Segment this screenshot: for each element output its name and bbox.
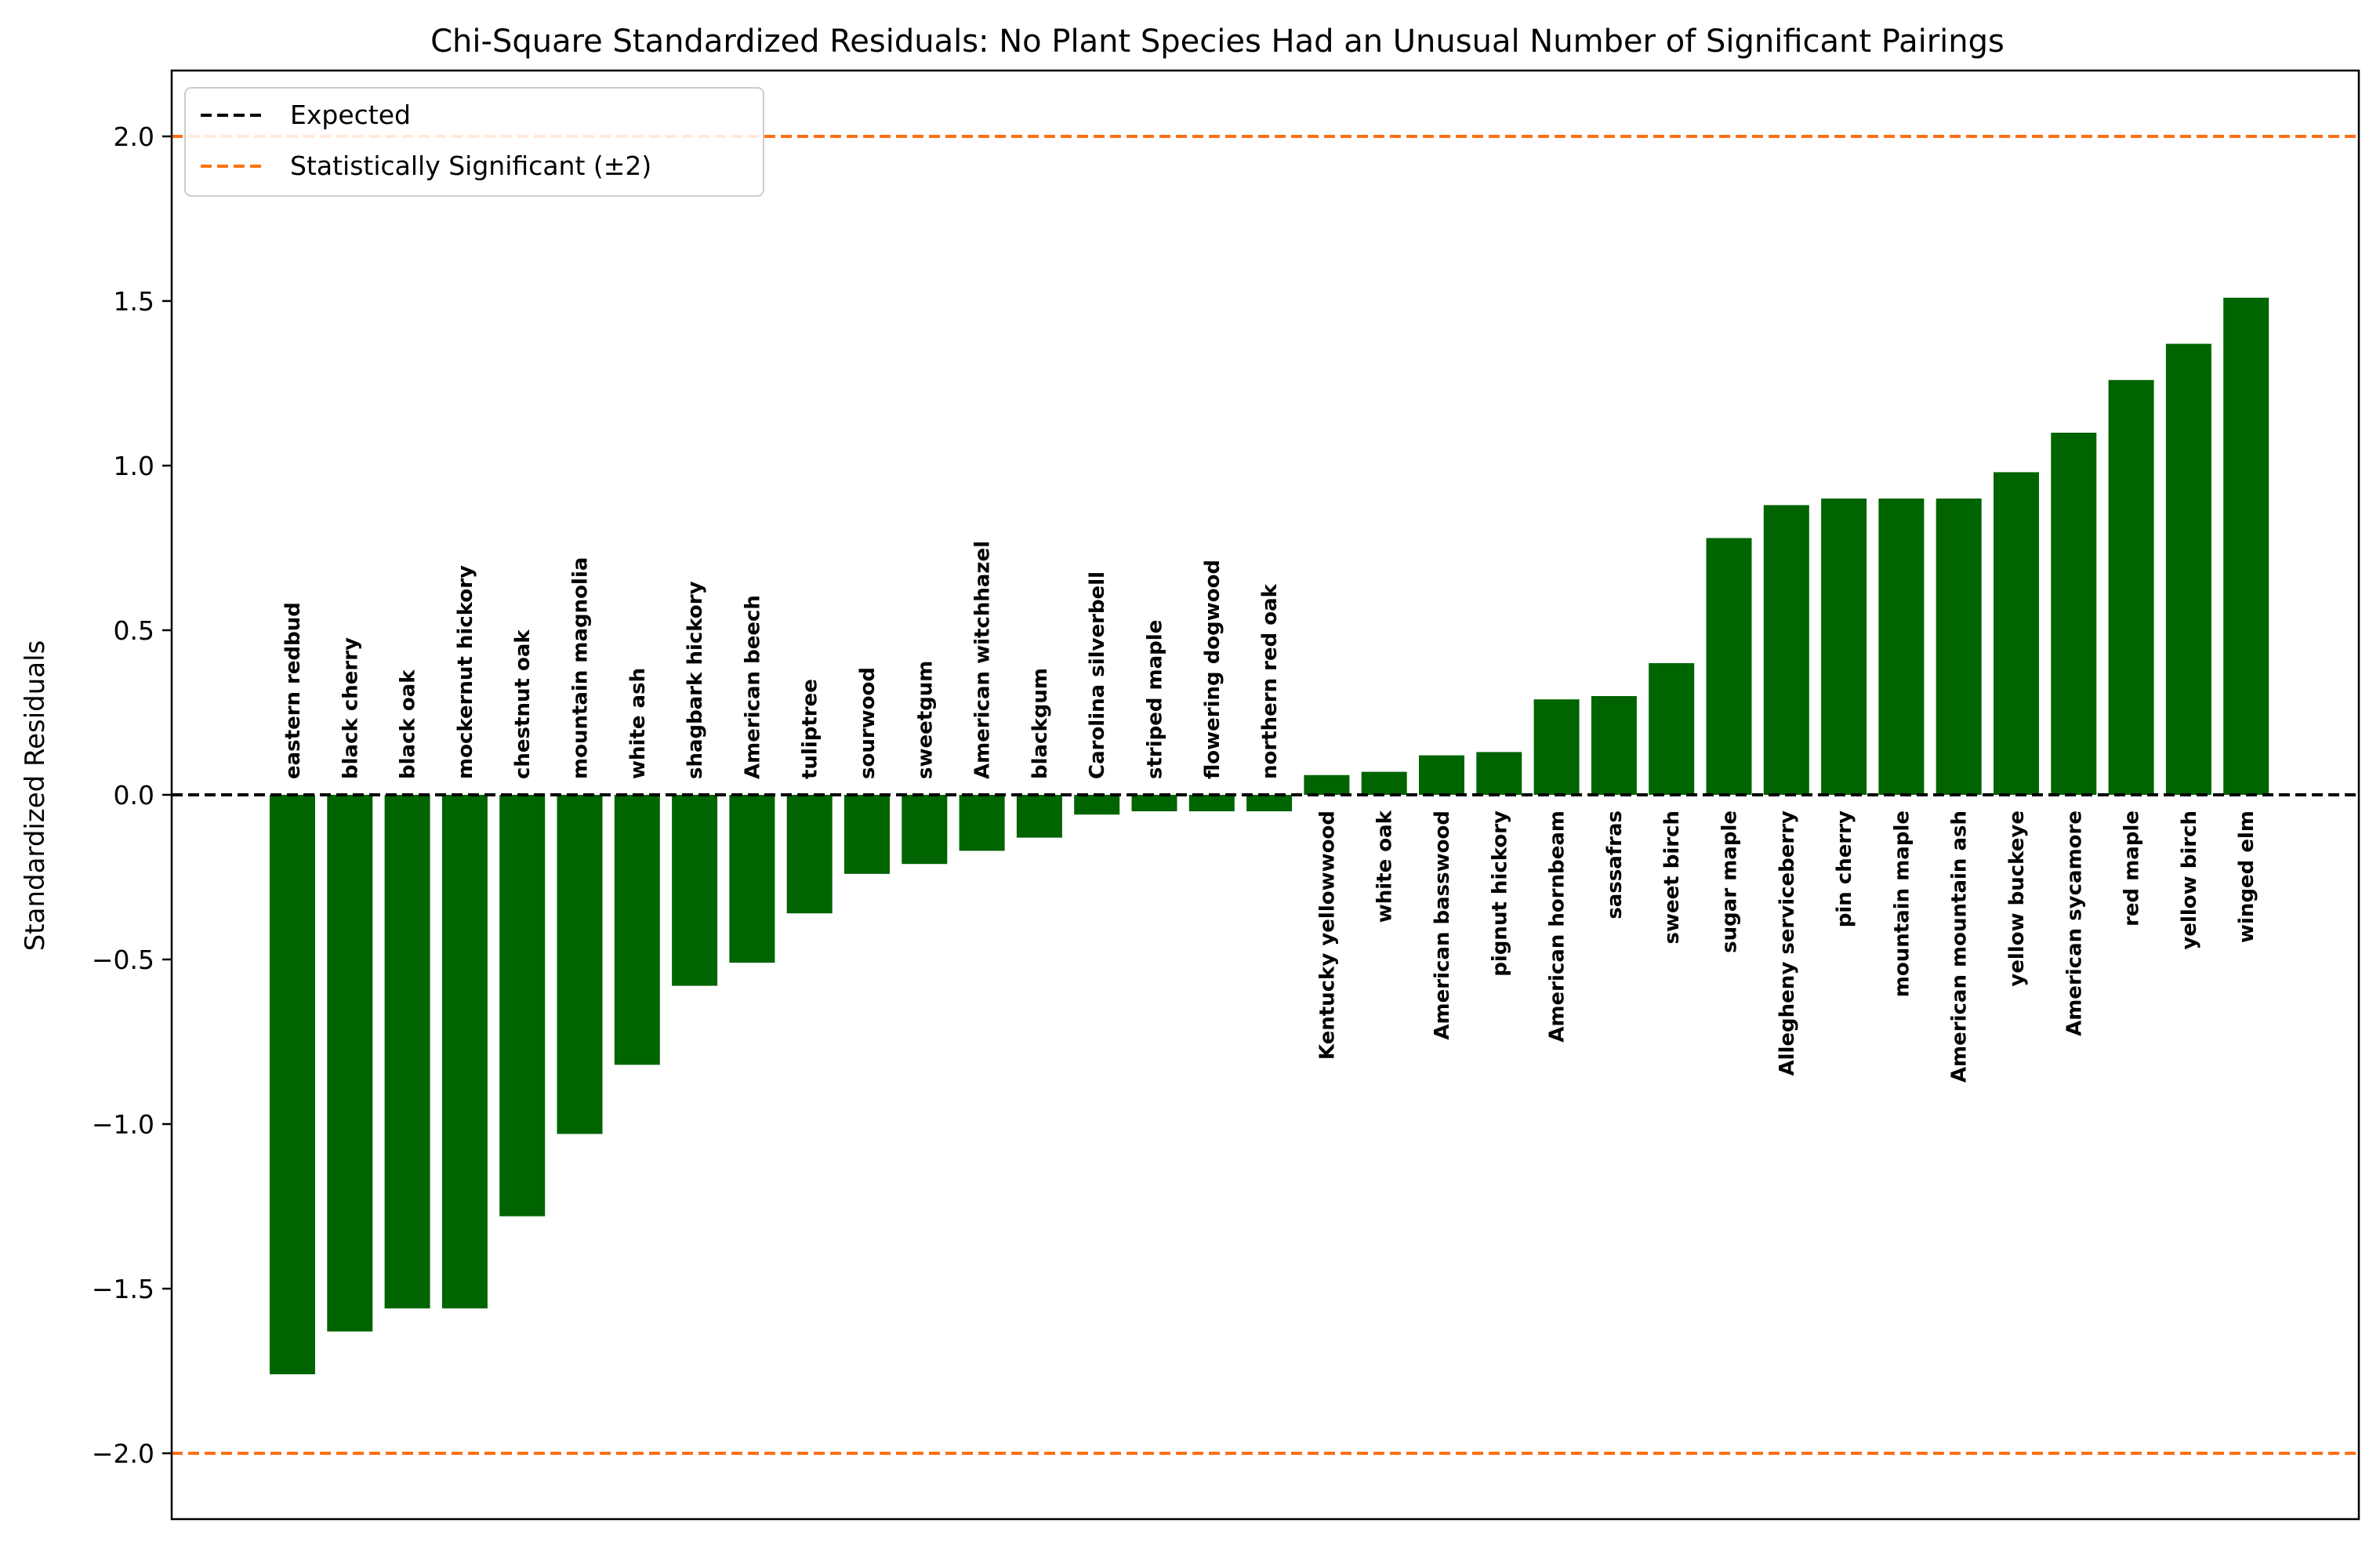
- y-tick-label: 2.0: [114, 121, 154, 152]
- bar: [1878, 499, 1925, 795]
- bar-label: flowering dogwood: [1201, 560, 1224, 779]
- bar: [1649, 663, 1695, 795]
- bar: [672, 795, 718, 986]
- bar: [1361, 771, 1407, 795]
- bar: [1763, 505, 1809, 795]
- y-tick-label: −1.5: [92, 1274, 154, 1304]
- bar: [1074, 795, 1120, 815]
- bar-label: winged elm: [2235, 811, 2258, 943]
- bar-label: American witchhazel: [971, 541, 995, 779]
- bar: [959, 795, 1005, 851]
- y-axis-label: Standardized Residuals: [20, 640, 51, 952]
- bar: [270, 795, 315, 1375]
- bar-label: blackgum: [1029, 668, 1052, 779]
- bar-label: eastern redbud: [281, 602, 305, 779]
- bar: [384, 795, 430, 1309]
- bar-label: Carolina silverbell: [1086, 571, 1109, 779]
- bar: [902, 795, 948, 865]
- bar-label: white oak: [1373, 810, 1397, 923]
- bar-label: Kentucky yellowwood: [1315, 811, 1339, 1060]
- bar-label: sweet birch: [1660, 811, 1684, 945]
- bars: [270, 297, 2269, 1375]
- bar-label: shagbark hickory: [684, 581, 707, 779]
- legend-box: [184, 87, 764, 197]
- bar-label: American hornbeam: [1546, 811, 1569, 1043]
- bar: [557, 795, 603, 1134]
- bar-label: yellow birch: [2178, 811, 2201, 950]
- bar-label: northern red oak: [1258, 583, 1282, 779]
- y-tick-label: 1.5: [114, 286, 154, 317]
- y-tick-label: 0.5: [114, 615, 154, 646]
- bar-label: red maple: [2121, 811, 2144, 927]
- bar-label: Allegheny serviceberry: [1776, 811, 1799, 1076]
- bar-label: sourwood: [856, 667, 880, 779]
- legend-label-significant: Statistically Significant (±2): [290, 151, 651, 181]
- legend-label-expected: Expected: [290, 100, 411, 130]
- bar: [1304, 774, 1350, 795]
- bar-label: striped maple: [1144, 620, 1167, 779]
- bar: [1591, 696, 1637, 795]
- bar: [844, 795, 890, 874]
- bar: [614, 795, 660, 1065]
- bar: [1821, 499, 1867, 795]
- bar: [2108, 379, 2154, 795]
- bar-label: mountain maple: [1890, 811, 1914, 997]
- bar-label: American mountain ash: [1948, 811, 1972, 1083]
- bar-label: mountain magnolia: [569, 557, 593, 779]
- y-tick-label: −0.5: [92, 945, 154, 975]
- bar-label: black oak: [397, 669, 420, 779]
- bar: [1016, 795, 1062, 838]
- bar: [729, 795, 775, 963]
- bar: [499, 795, 546, 1217]
- plot-frame: [170, 69, 2360, 1521]
- y-axis-ticks: 2.0 1.5 1.0 0.5 0.0 −0.5 −1.0 −1.5 −2.0: [92, 121, 172, 1469]
- bar: [1533, 699, 1580, 795]
- bar: [1936, 499, 1982, 795]
- bar: [327, 795, 373, 1332]
- chart-title: Chi-Square Standardized Residuals: No Pl…: [430, 24, 2004, 60]
- y-tick-label: −1.0: [92, 1109, 154, 1140]
- bar-label: chestnut oak: [511, 629, 535, 779]
- bar-label: black cherry: [339, 637, 362, 779]
- bar: [1419, 755, 1464, 795]
- bar-label: mockernut hickory: [454, 565, 477, 779]
- bar: [1706, 538, 1752, 795]
- bar: [1994, 472, 2039, 795]
- bar-label: sweetgum: [913, 661, 937, 779]
- bar: [2165, 343, 2211, 796]
- bar: [441, 795, 488, 1309]
- bar-labels: eastern redbud black cherry black oak mocke…: [281, 541, 2258, 1083]
- bar: [1131, 795, 1177, 811]
- bar-label: white ash: [626, 668, 650, 779]
- bar-label: yellow buckeye: [2005, 811, 2029, 987]
- bar: [1246, 795, 1293, 811]
- bar: [786, 795, 833, 914]
- bar-label: tuliptree: [799, 679, 822, 779]
- bar-label: American sycamore: [2063, 811, 2086, 1036]
- y-tick-label: 0.0: [114, 780, 154, 811]
- bar-label: sassafras: [1603, 811, 1627, 919]
- bar: [2223, 297, 2269, 795]
- bar-label: pin cherry: [1833, 811, 1856, 927]
- bar-label: sugar maple: [1718, 811, 1742, 953]
- legend: Expected Statistically Significant (±2): [184, 87, 764, 197]
- bar: [1188, 795, 1235, 811]
- bar: [2051, 433, 2097, 795]
- bar-label: American basswood: [1431, 811, 1454, 1040]
- bar-label: pignut hickory: [1488, 811, 1511, 977]
- bar: [1476, 752, 1522, 795]
- y-tick-label: 1.0: [114, 451, 154, 481]
- bar-label: American beech: [741, 595, 764, 779]
- y-tick-label: −2.0: [92, 1438, 154, 1469]
